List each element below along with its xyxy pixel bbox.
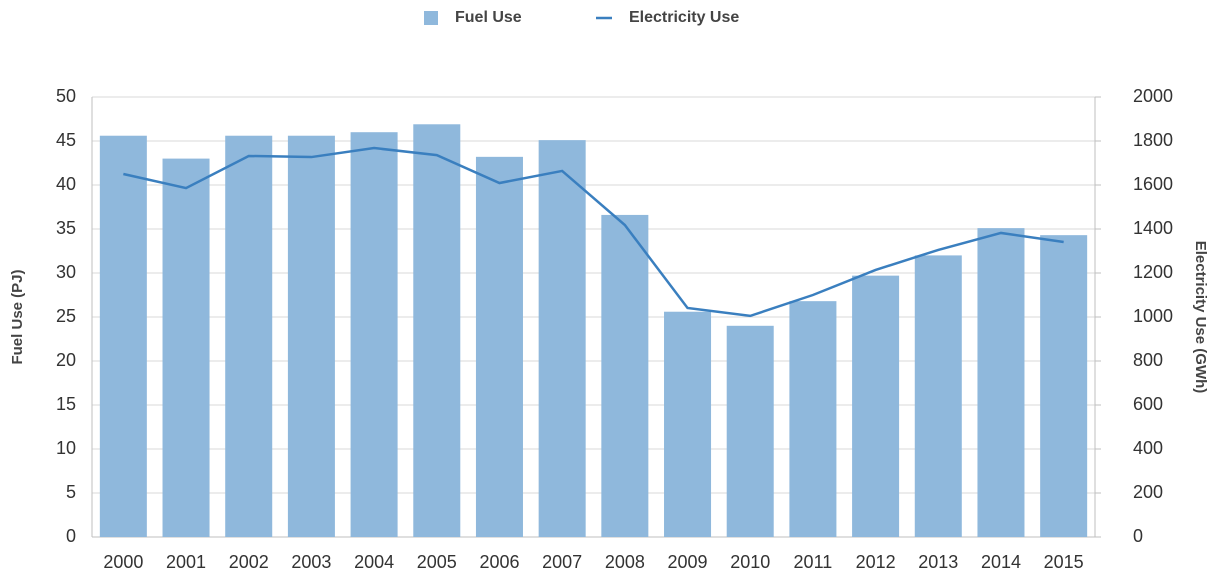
y-tick-label: 15 [56,394,76,414]
x-tick-label: 2000 [103,552,143,572]
legend-label: Fuel Use [455,9,522,26]
bar [914,255,962,537]
x-tick-label: 2010 [730,552,770,572]
legend-label: Electricity Use [629,9,739,26]
bar [1040,235,1088,537]
bar [601,214,649,538]
y-tick-label: 30 [56,262,76,282]
y-tick-label: 10 [56,438,76,458]
y2-tick-label: 1600 [1133,174,1173,194]
y-tick-label: 50 [56,86,76,106]
x-tick-label: 2015 [1044,552,1084,572]
y-tick-label: 25 [56,306,76,326]
y-tick-label: 45 [56,130,76,150]
bar [475,156,523,537]
bar [413,124,461,537]
bar [664,311,712,537]
bar [99,135,147,537]
x-tick-label: 2004 [354,552,394,572]
y2-tick-label: 800 [1133,350,1163,370]
y-tick-label: 40 [56,174,76,194]
y-tick-label: 0 [66,526,76,546]
x-tick-label: 2003 [291,552,331,572]
bar [977,228,1025,537]
x-tick-label: 2006 [479,552,519,572]
y-tick-label: 35 [56,218,76,238]
y-tick-label: 5 [66,482,76,502]
line [123,146,1064,318]
y2-tick-label: 200 [1133,482,1163,502]
y2-tick-label: 1400 [1133,218,1173,238]
y2-tick-label: 0 [1133,526,1143,546]
bar [225,135,273,537]
y-axis-title: Fuel Use (PJ) [9,269,26,364]
y2-tick-label: 1200 [1133,262,1173,282]
y2-tick-label: 1000 [1133,306,1173,326]
y2-tick-label: 2000 [1133,86,1173,106]
bar [726,325,774,537]
bar [287,135,335,537]
x-tick-label: 2014 [981,552,1021,572]
y-tick-label: 20 [56,350,76,370]
legend-swatch [424,11,438,25]
y2-tick-label: 1800 [1133,130,1173,150]
y2-tick-label: 400 [1133,438,1163,458]
bar [538,140,586,537]
x-tick-label: 2012 [856,552,896,572]
x-tick-label: 2005 [417,552,457,572]
bar [852,275,900,537]
x-tick-label: 2013 [918,552,958,572]
x-tick-label: 2001 [166,552,206,572]
x-tick-label: 2009 [668,552,708,572]
bar [162,158,210,537]
bar [350,132,398,537]
bar [789,301,837,537]
x-tick-label: 2007 [542,552,582,572]
x-tick-label: 2008 [605,552,645,572]
x-tick-label: 2011 [794,552,833,572]
x-tick-label: 2002 [229,552,269,572]
y2-axis-title: Electricity Use (GWh) [1192,241,1209,394]
y2-tick-label: 600 [1133,394,1163,414]
